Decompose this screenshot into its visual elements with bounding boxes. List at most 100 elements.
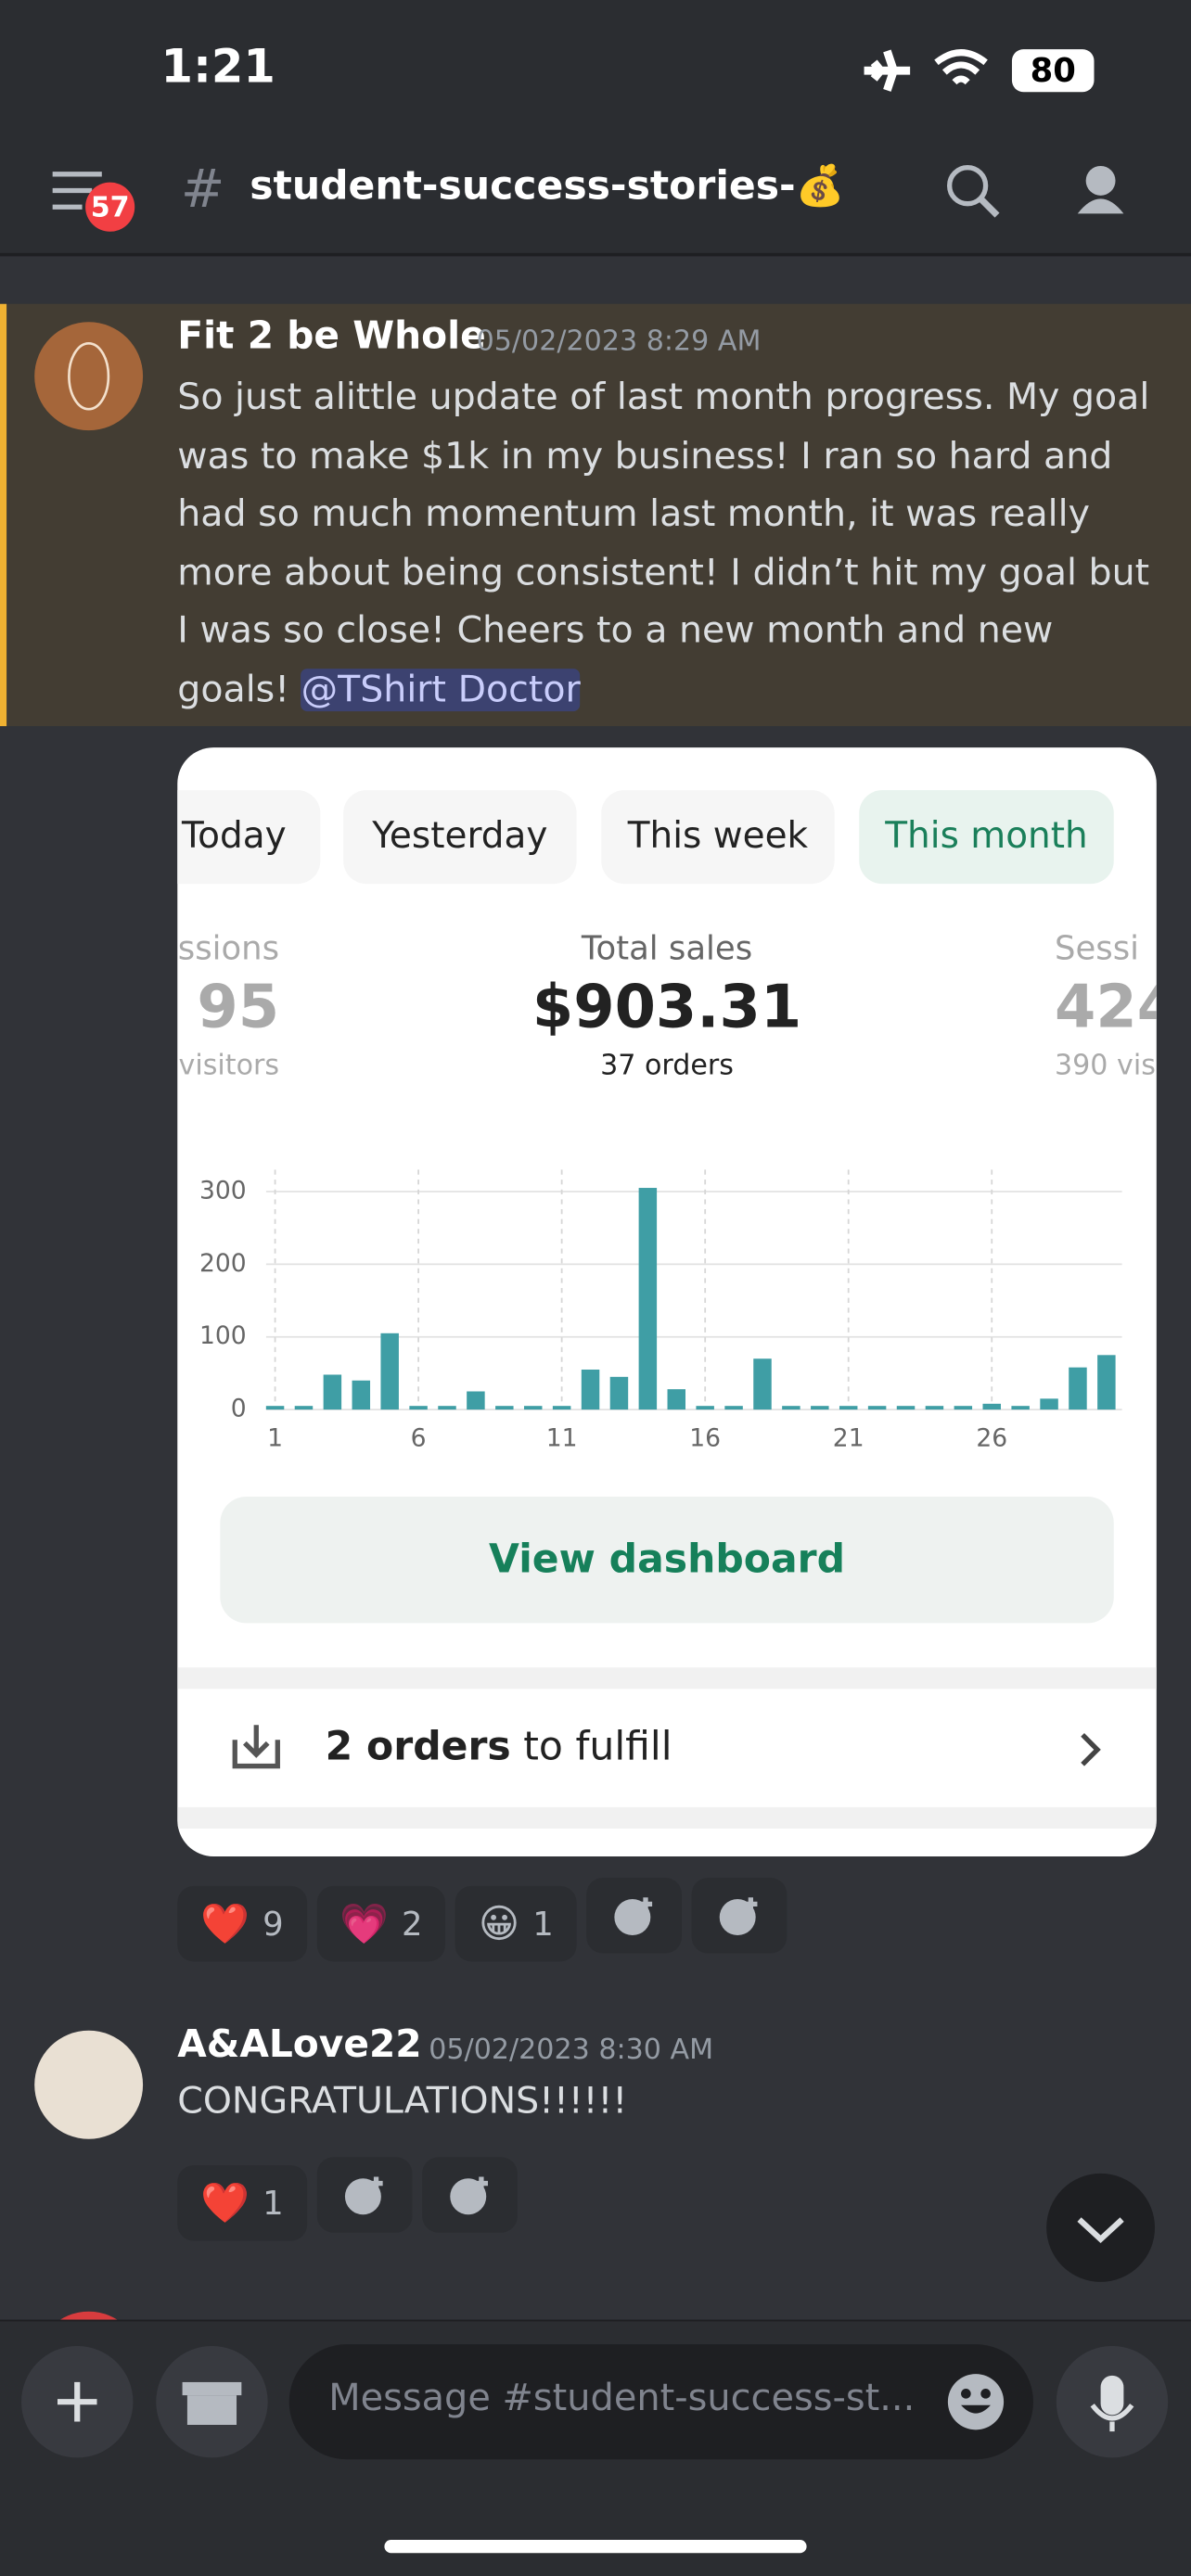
stat-sub: 37 orders (600, 1050, 734, 1083)
bar (638, 1188, 658, 1410)
airplane-icon (864, 49, 911, 92)
tab-active[interactable]: This month (859, 790, 1114, 885)
reaction-count: 1 (532, 1904, 554, 1944)
channel-hash: # (180, 158, 225, 221)
bar (896, 1406, 916, 1410)
download-icon (232, 1725, 280, 1769)
bar (1069, 1367, 1087, 1410)
search-icon[interactable] (946, 165, 989, 207)
bar (495, 1406, 514, 1410)
reaction-count: 1 (263, 2183, 284, 2224)
reaction-emoji: 😀 (478, 1900, 520, 1947)
bar (523, 1406, 543, 1410)
y-tick-label: 0 (231, 1395, 247, 1423)
scroll-down-button[interactable] (1044, 2172, 1156, 2283)
header-icons (946, 165, 1124, 218)
reaction[interactable]: 😀 1 (455, 1885, 577, 1962)
add-reaction[interactable] (586, 1878, 683, 1954)
stat-label: ssions (177, 927, 280, 968)
bar (982, 1403, 1001, 1410)
badge-count: 57 (91, 191, 130, 223)
reactions: ❤️ 1 (177, 2157, 527, 2241)
bar (667, 1389, 686, 1410)
bar (467, 1391, 485, 1410)
x-tick-label: 16 (689, 1423, 721, 1452)
emoji-button[interactable] (946, 2372, 1005, 2431)
highlight (0, 303, 1191, 727)
divider (0, 252, 1191, 257)
avatar[interactable] (32, 320, 144, 431)
reaction-emoji: ❤️ (200, 1900, 250, 1947)
author[interactable]: A&ALove22 (177, 2023, 422, 2067)
x-tick-label: 1 (267, 1423, 283, 1452)
home-indicator (384, 2540, 807, 2554)
reactions: ❤️ 9 💗 2 😀 1 (177, 1878, 797, 1962)
reaction[interactable]: ❤️ 9 (177, 1885, 307, 1962)
reaction-icon (719, 1897, 758, 1936)
tab[interactable]: Today (177, 790, 321, 885)
reaction-count: 2 (402, 1904, 423, 1944)
bar (265, 1406, 285, 1410)
chevron (1081, 1733, 1101, 1766)
mention[interactable]: @TShirt Doctor (301, 668, 581, 711)
stat-label: Sessi (1055, 927, 1140, 968)
add-reaction[interactable] (691, 1878, 788, 1954)
bar (696, 1406, 714, 1410)
x-tick-label: 21 (833, 1423, 864, 1452)
battery (1011, 49, 1095, 93)
timestamp: 05/02/2023 8:29 AM (476, 325, 762, 359)
message-text: So just alittle update of last month pro… (177, 370, 1163, 720)
reaction[interactable]: 💗 2 (316, 1885, 446, 1962)
message-text: CONGRATULATIONS!!!!!! (177, 2079, 628, 2123)
avatar[interactable] (32, 2029, 144, 2140)
bar (581, 1369, 600, 1410)
add-reaction[interactable] (421, 2157, 518, 2233)
bar (954, 1406, 973, 1410)
stat-value: $903.31 (531, 974, 802, 1042)
stat-label: Total sales (581, 927, 753, 968)
y-tick-label: 300 (199, 1176, 247, 1205)
tab[interactable]: This week (601, 790, 835, 885)
bar (323, 1374, 342, 1410)
tab[interactable]: Yesterday (343, 790, 577, 885)
fulfill-row[interactable]: 2 orders to fulfill (326, 1723, 672, 1769)
channel-name[interactable]: student-success-stories-💰 (250, 162, 845, 210)
bar (294, 1406, 314, 1410)
x-tick-label: 11 (546, 1423, 578, 1452)
embed-card: Today Yesterday This week This month ssi… (177, 747, 1157, 1856)
bar (609, 1376, 629, 1410)
message-body: So just alittle update of last month pro… (177, 376, 1150, 711)
message-input[interactable] (288, 2344, 1033, 2460)
x-tick-label: 26 (976, 1423, 1007, 1452)
reaction-icon (344, 2176, 382, 2215)
reaction[interactable]: ❤️ 1 (177, 2165, 307, 2241)
bar (1097, 1355, 1116, 1410)
composer-icons (21, 2345, 1169, 2458)
bar (811, 1406, 829, 1410)
separator (177, 1806, 1157, 1829)
add-reaction[interactable] (316, 2157, 412, 2233)
battery-level: 80 (1031, 52, 1076, 90)
badge (85, 182, 135, 232)
fulfill-count: 2 orders (325, 1723, 511, 1770)
author[interactable]: Fit 2 be Whole (177, 315, 486, 359)
view-dashboard-button[interactable]: View dashboard (220, 1497, 1114, 1624)
separator (177, 1667, 1157, 1690)
stat-sub: visitors (178, 1050, 280, 1083)
stat-value: 424 (1055, 974, 1157, 1042)
reaction-emoji: ❤️ (200, 2180, 250, 2226)
bar (724, 1406, 743, 1410)
reaction-icon (614, 1897, 653, 1936)
bar (782, 1406, 800, 1410)
status-icons: 80 (864, 49, 1095, 93)
stat-value: 95 (197, 974, 280, 1042)
bar (552, 1406, 571, 1410)
bar (925, 1406, 944, 1410)
bar (438, 1406, 456, 1410)
bar (1011, 1406, 1030, 1410)
y-tick-label: 200 (199, 1249, 247, 1278)
members-icon[interactable] (1085, 165, 1116, 196)
menu-icon[interactable]: 57 (46, 164, 145, 233)
bar (839, 1406, 858, 1410)
